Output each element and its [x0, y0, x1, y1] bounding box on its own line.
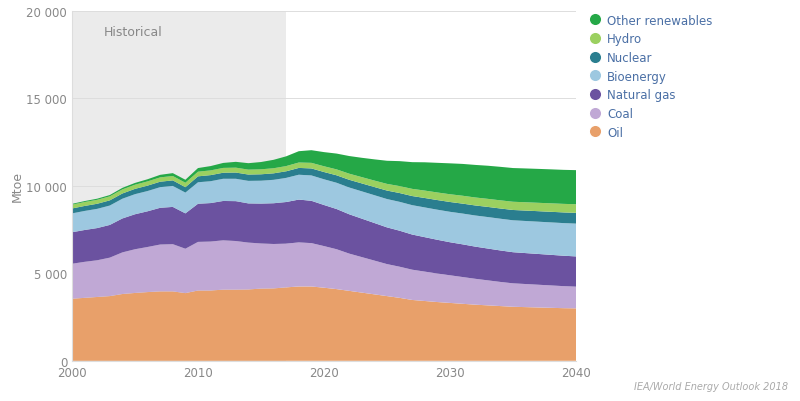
- Y-axis label: Mtoe: Mtoe: [10, 171, 24, 202]
- Text: Historical: Historical: [103, 26, 162, 39]
- Bar: [72, 12, 286, 361]
- Legend: Other renewables, Hydro, Nuclear, Bioenergy, Natural gas, Coal, Oil: Other renewables, Hydro, Nuclear, Bioene…: [587, 11, 716, 143]
- Text: IEA/World Energy Outlook 2018: IEA/World Energy Outlook 2018: [634, 381, 788, 391]
